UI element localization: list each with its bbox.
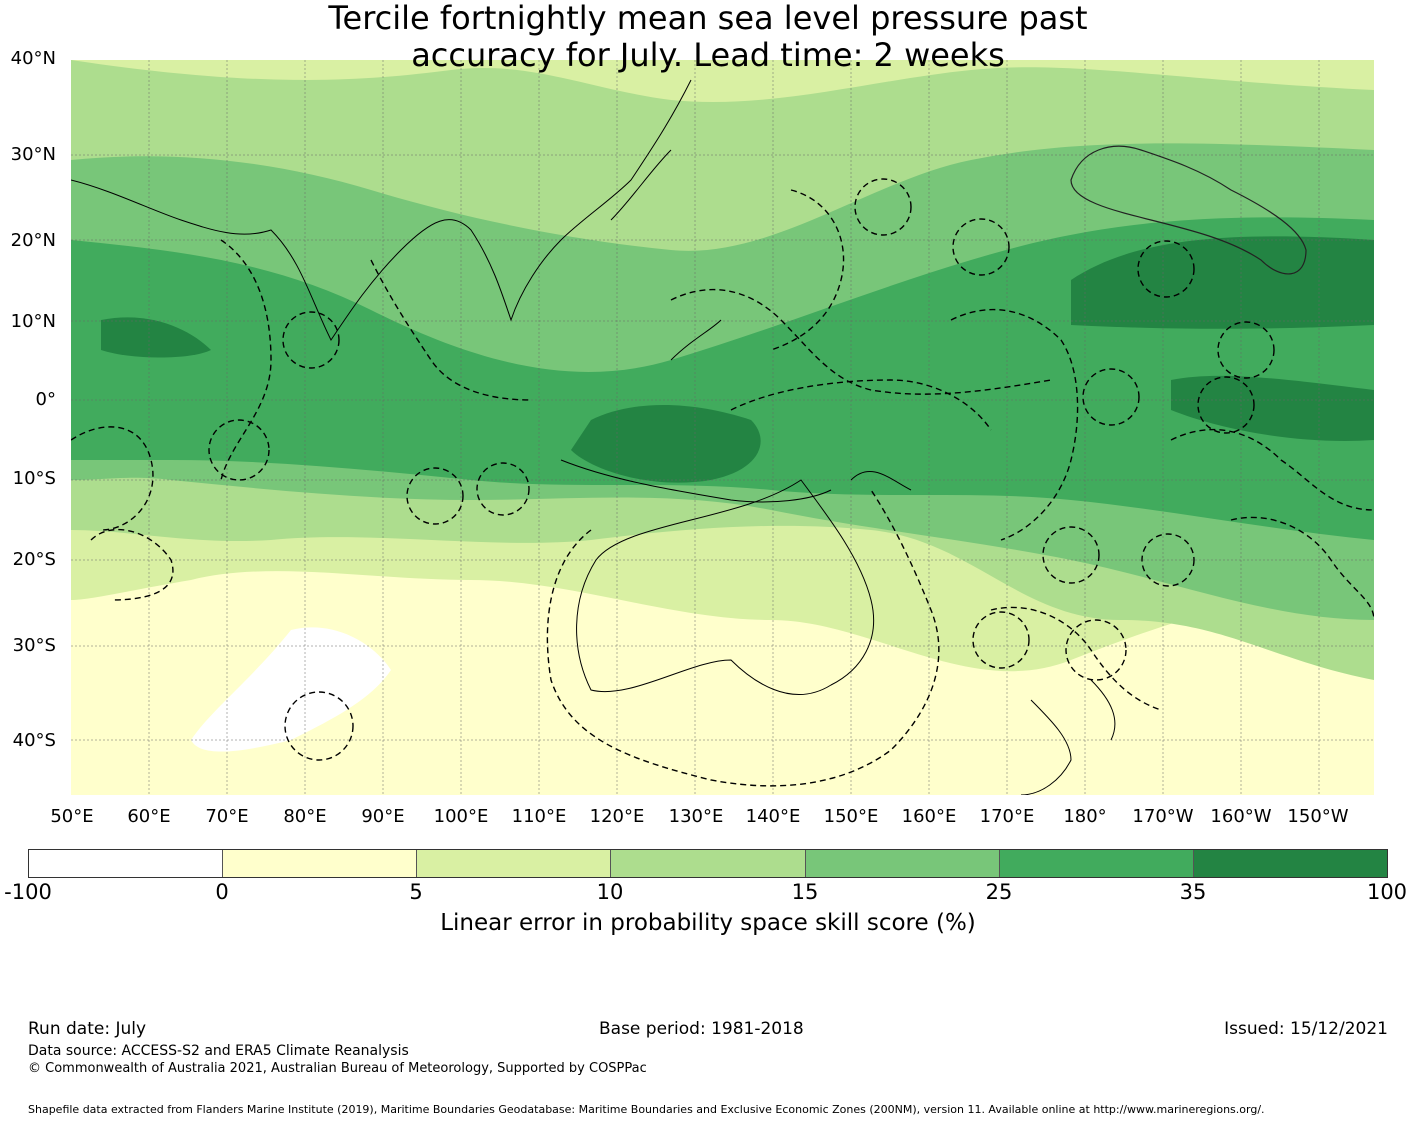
lat-label-0: 0° — [35, 389, 56, 410]
hawaii-eez-outline — [1070, 145, 1307, 275]
data-source: Data source: ACCESS-S2 and ERA5 Climate … — [28, 1043, 409, 1059]
colorbar-segment-7 — [1193, 850, 1387, 877]
lon-label-100e: 100°E — [433, 806, 489, 827]
skill-band-negative — [191, 627, 391, 752]
colorbar-tick-5: 5 — [409, 880, 423, 904]
lon-label-90e: 90°E — [361, 806, 405, 827]
copyright-notice: © Commonwealth of Australia 2021, Austra… — [28, 1061, 647, 1076]
colorbar-tick-25: 25 — [985, 880, 1013, 904]
eez-boundaries — [71, 178, 1374, 787]
skill-band-35-100-indonesia — [571, 405, 761, 483]
lat-label-10s: 10°S — [12, 468, 56, 489]
lon-label-110e: 110°E — [511, 806, 567, 827]
lon-label-160e: 160°E — [901, 806, 957, 827]
colorbar-tick-0: 0 — [215, 880, 229, 904]
lon-label-170w: 170°W — [1132, 806, 1194, 827]
lon-label-130e: 130°E — [668, 806, 724, 827]
colorbar-segment-4 — [611, 850, 806, 877]
coastlines — [71, 79, 1116, 795]
colorbar-segment-3 — [417, 850, 612, 877]
colorbar-tick-35: 35 — [1179, 880, 1207, 904]
australia-coastline — [576, 479, 875, 695]
colorbar-segment-6 — [999, 850, 1194, 877]
colorbar-tick-neg100: -100 — [4, 880, 52, 904]
colorbar-tick-15: 15 — [791, 880, 819, 904]
map-title-line-1: Tercile fortnightly mean sea level press… — [328, 0, 1088, 37]
lon-label-150e: 150°E — [823, 806, 879, 827]
lat-label-10n: 10°N — [10, 311, 56, 332]
graticule — [71, 60, 1374, 795]
lat-label-20n: 20°N — [10, 230, 56, 251]
skill-band-25-35 — [71, 217, 1374, 541]
lat-label-30n: 30°N — [10, 144, 56, 165]
lat-label-40n: 40°N — [10, 48, 56, 69]
skill-band-35-100-pacific — [1071, 236, 1374, 329]
lon-label-60e: 60°E — [127, 806, 171, 827]
lat-label-30s: 30°S — [12, 635, 56, 656]
colorbar-label: Linear error in probability space skill … — [440, 910, 976, 936]
colorbar-segment-1 — [29, 850, 224, 877]
lat-label-40s: 40°S — [12, 730, 56, 751]
colorbar-tick-10: 10 — [596, 880, 624, 904]
run-date: Run date: July — [28, 1019, 147, 1039]
lat-label-20s: 20°S — [12, 549, 56, 570]
skill-band-35-100-equatorial — [1171, 375, 1374, 441]
colorbar-tick-100: 100 — [1366, 880, 1408, 904]
lon-label-170e: 170°E — [979, 806, 1035, 827]
issued-date: Issued: 15/12/2021 — [1224, 1019, 1388, 1039]
colorbar-segment-2 — [223, 850, 418, 877]
lon-label-140e: 140°E — [745, 806, 801, 827]
colorbar-segment-5 — [805, 850, 1000, 877]
lon-label-80e: 80°E — [283, 806, 327, 827]
lon-label-180: 180° — [1063, 806, 1107, 827]
lon-label-150w: 150°W — [1287, 806, 1349, 827]
skill-score-map — [71, 60, 1374, 795]
skill-band-35-100-arabian — [101, 317, 211, 358]
map-canvas — [71, 60, 1374, 795]
lon-label-160w: 160°W — [1210, 806, 1272, 827]
lon-label-50e: 50°E — [50, 806, 94, 827]
shapefile-credit: Shapefile data extracted from Flanders M… — [28, 1103, 1265, 1116]
lon-label-70e: 70°E — [205, 806, 249, 827]
map-title-line-2: accuracy for July. Lead time: 2 weeks — [411, 36, 1005, 74]
skill-colorbar — [28, 849, 1388, 878]
lon-label-120e: 120°E — [589, 806, 645, 827]
base-period: Base period: 1981-2018 — [599, 1019, 804, 1039]
